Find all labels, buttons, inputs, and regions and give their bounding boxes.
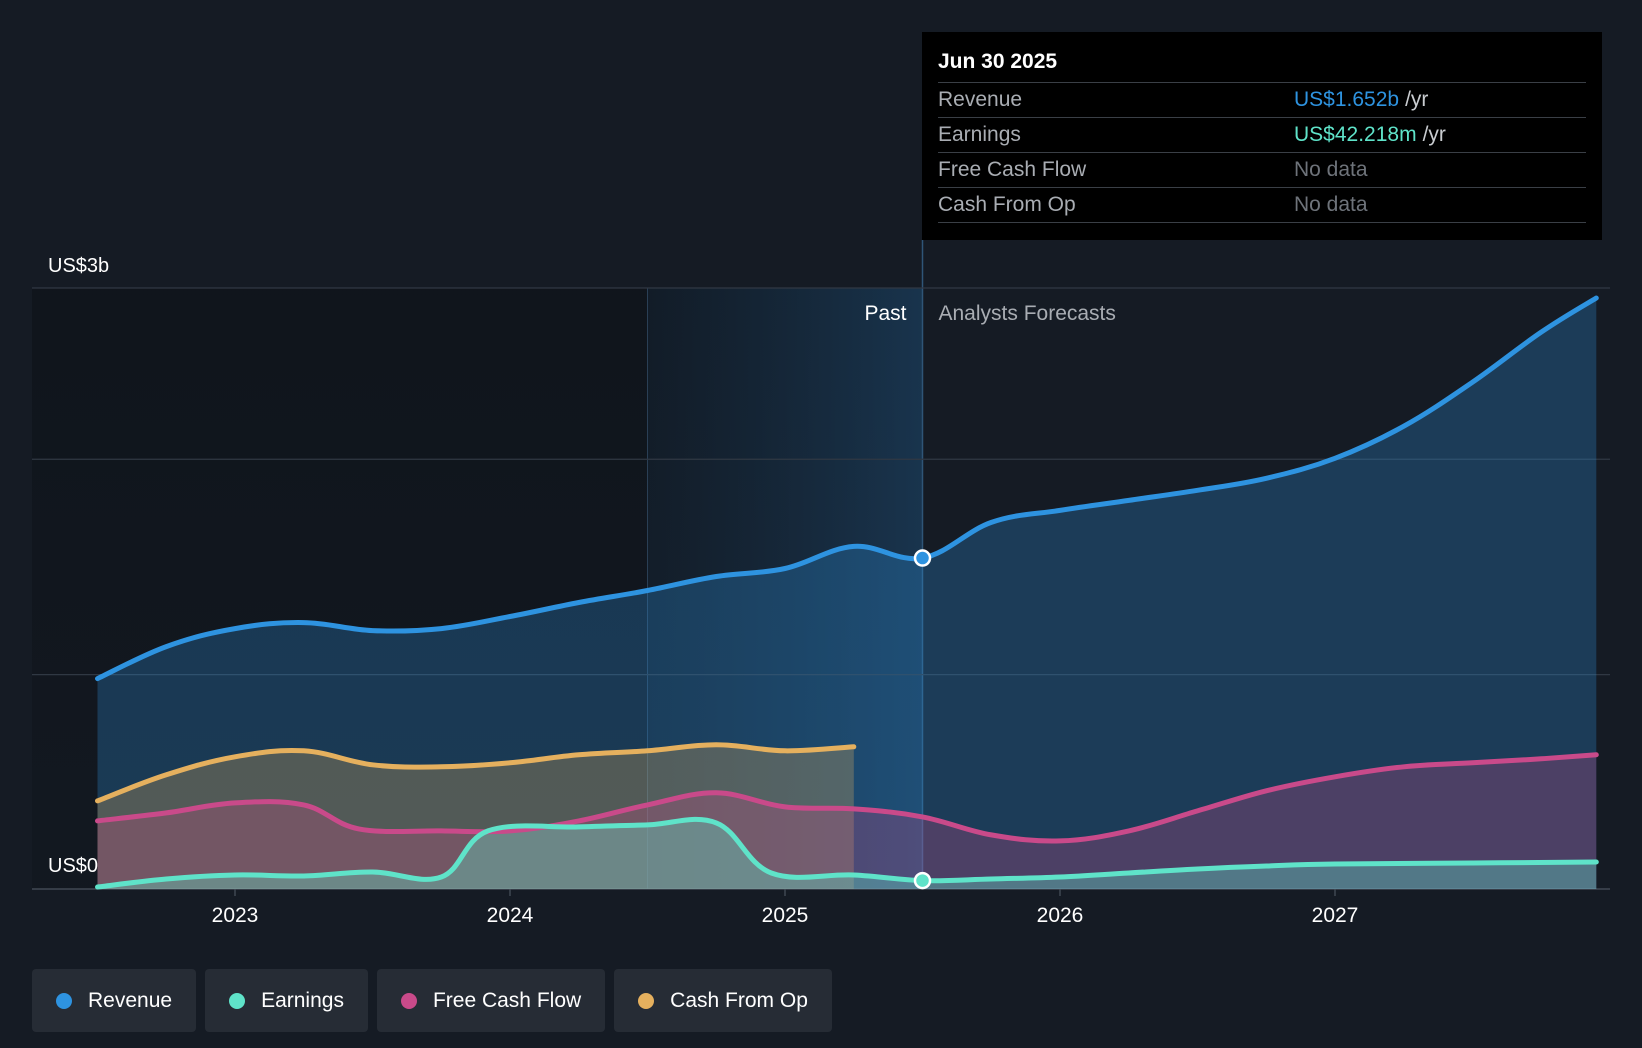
legend-label: Cash From Op bbox=[670, 988, 808, 1012]
tooltip-label: Free Cash Flow bbox=[938, 158, 1087, 181]
legend-item-earnings[interactable]: Earnings bbox=[205, 969, 368, 1032]
free-cash-flow-line bbox=[95, 752, 1599, 844]
x-tick-label: 2024 bbox=[487, 904, 534, 927]
tooltip-row-cash-from-op: Cash From Op No data bbox=[938, 187, 1586, 223]
x-tick-label: 2027 bbox=[1312, 904, 1359, 927]
y-axis-top-label: US$3b bbox=[48, 255, 109, 277]
highlight-region bbox=[647, 288, 923, 889]
tooltip-date: Jun 30 2025 bbox=[938, 50, 1058, 73]
tooltip-label: Revenue bbox=[938, 88, 1023, 111]
tooltip-value: US$42.218m bbox=[1294, 123, 1417, 146]
legend: Revenue Earnings Free Cash Flow Cash Fro… bbox=[32, 969, 832, 1032]
legend-label: Earnings bbox=[261, 988, 344, 1012]
legend-item-free-cash-flow[interactable]: Free Cash Flow bbox=[376, 969, 606, 1032]
cash-from-op-line bbox=[95, 742, 857, 804]
cash-from-op-dot-icon bbox=[638, 992, 655, 1009]
free-cash-flow-area bbox=[97, 754, 1597, 889]
tooltip-unit: /yr bbox=[1422, 123, 1446, 146]
revenue-highlight-point bbox=[913, 549, 932, 567]
x-tick-label: 2026 bbox=[1037, 904, 1084, 927]
tooltip-row-free-cash-flow: Free Cash Flow No data bbox=[938, 152, 1586, 187]
legend-item-revenue[interactable]: Revenue bbox=[32, 969, 197, 1032]
y-axis-bottom-label: US$0 bbox=[48, 855, 98, 877]
tooltip-value: No data bbox=[1294, 158, 1368, 181]
chart-area: US$3b US$0 2023 2024 2025 2026 2027 Past Analyst… bbox=[32, 240, 1610, 927]
tooltip-label: Earnings bbox=[938, 123, 1021, 146]
tooltip-row-revenue: Revenue US$1.652b /yr bbox=[938, 82, 1586, 117]
past-label: Past bbox=[864, 302, 906, 325]
tooltip-value: No data bbox=[1294, 193, 1368, 216]
free-cash-flow-dot-icon bbox=[400, 992, 417, 1009]
cash-from-op-area bbox=[97, 744, 854, 889]
earnings-highlight-point bbox=[913, 871, 932, 890]
earnings-area bbox=[97, 819, 1597, 889]
x-tick-label: 2025 bbox=[762, 904, 809, 927]
revenue-area bbox=[97, 298, 1597, 889]
tooltip: Jun 30 2025 Revenue US$1.652b /yr Earnin… bbox=[922, 32, 1602, 240]
x-tick-label: 2023 bbox=[212, 904, 259, 927]
earnings-line bbox=[95, 816, 1599, 890]
legend-item-cash-from-op[interactable]: Cash From Op bbox=[614, 969, 832, 1032]
tooltip-unit: /yr bbox=[1405, 88, 1429, 111]
revenue-dot-icon bbox=[56, 992, 72, 1009]
tooltip-value: US$1.652b bbox=[1294, 88, 1400, 111]
forecast-label: Analysts Forecasts bbox=[939, 302, 1116, 325]
revenue-line bbox=[95, 295, 1599, 682]
tooltip-row-earnings: Earnings US$42.218m /yr bbox=[938, 117, 1586, 152]
legend-label: Free Cash Flow bbox=[432, 988, 582, 1012]
tooltip-label: Cash From Op bbox=[938, 193, 1076, 216]
earnings-dot-icon bbox=[229, 992, 246, 1009]
legend-label: Revenue bbox=[88, 988, 173, 1012]
